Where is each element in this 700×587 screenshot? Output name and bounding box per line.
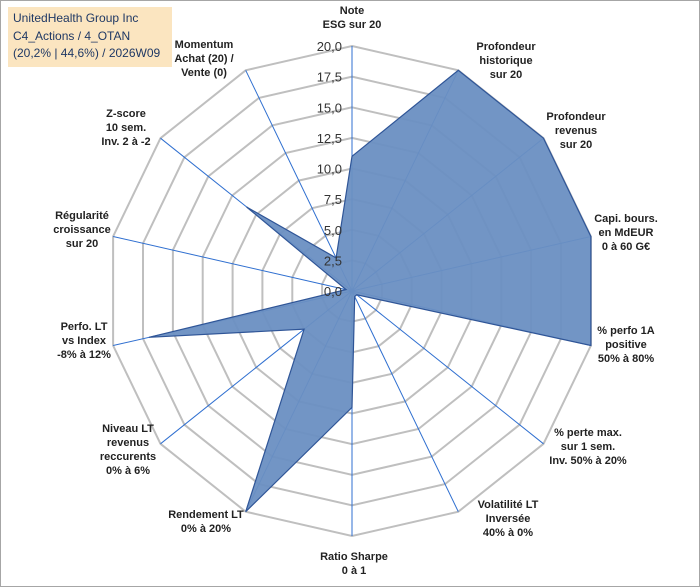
axis-label: Rendement LT 0% à 20% [168,509,244,535]
tick-label: 12,5 [317,131,342,146]
axis-spoke [245,70,353,292]
axis-label-line: -8% à 12% [57,349,111,361]
axis-label-line: Régularité [55,210,109,222]
axis-label: Profondeur revenus sur 20 [546,111,606,151]
axis-label: Volatilité LT Inversée 40% à 0% [478,499,539,539]
axis-label-line: 0% à 6% [106,465,150,477]
axis-label-line: Niveau LT [102,423,154,435]
axis-label-line: croissance [53,224,110,236]
axis-label-line: revenus [107,437,149,449]
axis-label-line: reccurents [100,451,156,463]
axis-label-line: Ratio Sharpe [320,551,388,563]
axis-label-line: vs Index [62,335,107,347]
axis-label-line: 10 sem. [106,122,146,134]
tick-label: 7,5 [324,192,342,207]
axis-label-line: sur 20 [66,238,98,250]
axis-label: Note ESG sur 20 [323,5,382,31]
axis-label-line: Note [340,5,364,17]
axis-label: Perfo. LT vs Index -8% à 12% [57,321,111,361]
axis-label-line: Volatilité LT [478,499,539,511]
area-layer [148,69,592,513]
tick-label: 10,0 [317,162,342,177]
axis-label: % perfo 1A positive 50% à 80% [597,325,655,365]
axis-label-line: sur 20 [560,139,592,151]
axis-label-line: revenus [555,125,597,137]
axis-label-line: en MdEUR [599,227,654,239]
axis-label: Régularité croissance sur 20 [53,210,110,250]
axis-label-line: 50% à 80% [598,353,654,365]
axis-label-line: Perfo. LT [61,321,108,333]
axis-label: Capi. bours. en MdEUR 0 à 60 G€ [594,213,658,253]
axis-spoke [351,290,544,445]
axis-label-line: % perte max. [554,427,622,439]
axis-label-line: sur 20 [490,69,522,81]
axis-label-line: % perfo 1A [597,325,655,337]
axis-label-line: Inv. 2 à -2 [101,136,150,148]
tick-label: 2,5 [324,253,342,268]
axis-label-line: 0 à 1 [342,565,366,577]
tick-label: 17,5 [317,70,342,85]
axis-label-line: Inversée [486,513,531,525]
axis-label: Niveau LT revenus reccurents 0% à 6% [100,423,156,477]
axis-spoke [351,290,459,512]
axis-label-line: Z-score [106,108,146,120]
axis-label: Profondeur historique sur 20 [476,41,536,81]
axis-label: % perte max. sur 1 sem. Inv. 50% à 20% [549,427,627,467]
title-line-2: C4_Actions / 4_OTAN [13,28,131,43]
axis-label-line: Profondeur [476,41,536,53]
axis-label-line: 40% à 0% [483,527,533,539]
axis-label-line: Inv. 50% à 20% [549,455,627,467]
axis-label-line: Vente (0) [181,67,227,79]
axis-label-line: 0 à 60 G€ [602,241,650,253]
tick-layer: 0,0 2,5 5,0 7,5 10,0 12,5 15,0 17,5 20,0 [317,39,342,299]
label-layer: Note ESG sur 20 Profondeur historique sur 20… [53,5,658,577]
axis-label-line: sur 1 sem. [561,441,615,453]
axis-label: Z-score 10 sem. Inv. 2 à -2 [101,108,150,148]
axis-label-line: positive [605,339,647,351]
title-line-3: (20,2% | 44,6%) / 2026W09 [13,46,161,60]
tick-label: 0,0 [324,284,342,299]
axis-label: Momentum Achat (20) / Vente (0) [174,39,233,79]
axis-label-line: Rendement LT [168,509,244,521]
data-area [148,69,592,513]
tick-label: 15,0 [317,100,342,115]
axis-label-line: Capi. bours. [594,213,658,225]
axis-label-line: ESG sur 20 [323,19,382,31]
axis-label-line: Momentum [175,39,234,51]
axis-spoke [112,236,353,292]
axis-label-line: historique [479,55,532,67]
axis-label-line: 0% à 20% [181,523,231,535]
axis-label-line: Achat (20) / [174,53,233,65]
title-line-1: UnitedHealth Group Inc [13,11,139,25]
tick-label: 20,0 [317,39,342,54]
title-box: UnitedHealth Group Inc C4_Actions / 4_OT… [8,7,172,67]
axis-label: Ratio Sharpe 0 à 1 [320,551,388,577]
axis-label-line: Profondeur [546,111,606,123]
tick-label: 5,0 [324,223,342,238]
